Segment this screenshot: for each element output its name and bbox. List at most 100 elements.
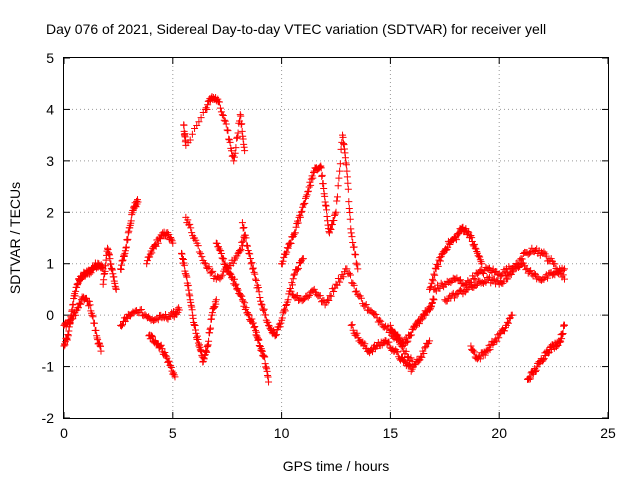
data-point (231, 149, 239, 157)
data-point (244, 242, 252, 250)
data-point (232, 280, 240, 288)
x-tick-label: 5 (169, 425, 177, 441)
data-point (244, 247, 252, 255)
data-point (468, 234, 476, 242)
data-point (193, 121, 201, 129)
data-point (467, 342, 475, 350)
data-point (251, 275, 259, 283)
data-point (251, 270, 259, 278)
data-point (169, 239, 177, 247)
data-point (265, 378, 273, 386)
data-point (347, 271, 355, 279)
data-point (452, 236, 460, 244)
data-point (324, 296, 332, 304)
data-point (243, 241, 251, 249)
y-tick-label: 1 (46, 256, 54, 272)
data-point (330, 217, 338, 225)
data-point (326, 292, 334, 300)
data-point (430, 296, 438, 304)
data-point (186, 220, 194, 228)
data-point (283, 248, 291, 256)
y-tick-label: 5 (46, 50, 54, 66)
data-point (282, 302, 290, 310)
data-point (77, 300, 85, 308)
data-point (372, 310, 380, 318)
data-point (224, 264, 232, 272)
data-point (175, 306, 183, 314)
data-point (385, 338, 393, 346)
data-point (295, 264, 303, 272)
data-point (259, 306, 267, 314)
data-point (318, 171, 326, 179)
data-point (297, 208, 305, 216)
data-point (261, 353, 269, 361)
data-point (194, 242, 202, 250)
data-point (148, 249, 156, 257)
x-tick-label: 10 (274, 425, 290, 441)
data-point (256, 294, 264, 302)
data-point (431, 285, 439, 293)
data-point (205, 263, 213, 271)
data-point (331, 211, 339, 219)
data-point (238, 219, 246, 227)
data-point (405, 361, 413, 369)
data-point (369, 348, 377, 356)
data-point (508, 268, 516, 276)
data-point (518, 255, 526, 263)
data-point (215, 98, 223, 106)
data-point (62, 323, 70, 331)
data-point (350, 243, 358, 251)
data-point (287, 287, 295, 295)
data-point (171, 373, 179, 381)
data-point (362, 300, 370, 308)
data-point (348, 321, 356, 329)
data-point (303, 191, 311, 199)
data-point (552, 264, 560, 272)
data-point (225, 135, 233, 143)
data-point (154, 239, 162, 247)
data-point (143, 257, 151, 265)
data-point (530, 269, 538, 277)
data-point (233, 133, 241, 141)
data-point (161, 349, 169, 357)
data-point (205, 337, 213, 345)
data-point (212, 296, 220, 304)
data-point (229, 259, 237, 267)
data-point (287, 240, 295, 248)
data-point (557, 338, 565, 346)
y-tick-label: 0 (46, 307, 54, 323)
data-point (350, 281, 358, 289)
data-point (238, 238, 246, 246)
data-point (145, 313, 153, 321)
data-point (339, 133, 347, 141)
data-point (515, 261, 523, 269)
data-point (239, 237, 247, 245)
data-point (299, 201, 307, 209)
data-point (396, 335, 404, 343)
data-point (217, 108, 225, 116)
data-point (217, 273, 225, 281)
data-point (539, 356, 547, 364)
data-point (184, 216, 192, 224)
data-point (292, 223, 300, 231)
data-point (307, 181, 315, 189)
data-point (254, 283, 262, 291)
data-point (218, 111, 226, 119)
data-point (348, 233, 356, 241)
data-point (527, 267, 535, 275)
data-point (331, 210, 339, 218)
data-point (230, 157, 238, 165)
data-point (290, 271, 298, 279)
data-point (471, 244, 479, 252)
chart-title: Day 076 of 2021, Sidereal Day-to-day VTE… (46, 21, 546, 37)
data-point (332, 280, 340, 288)
data-point (335, 174, 343, 182)
data-point (436, 257, 444, 265)
data-point (328, 221, 336, 229)
y-axis-label: SDTVAR / TECUs (7, 182, 23, 294)
data-point (233, 134, 241, 142)
data-point (250, 268, 258, 276)
data-point (151, 240, 159, 248)
data-point (472, 281, 480, 289)
